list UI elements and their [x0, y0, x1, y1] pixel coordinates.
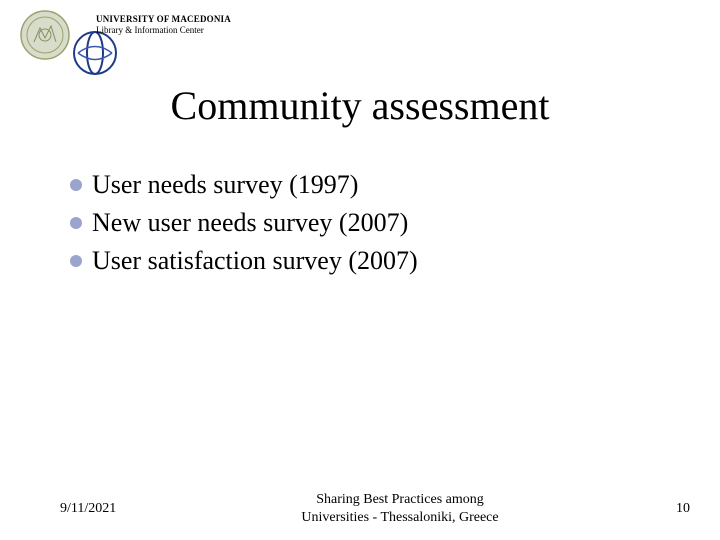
bullet-text: User needs survey (1997) [92, 170, 358, 200]
footer-center: Sharing Best Practices among Universitie… [180, 491, 620, 526]
slide-footer: 9/11/2021 Sharing Best Practices among U… [0, 491, 720, 526]
list-item: User needs survey (1997) [70, 170, 418, 200]
bullet-icon [70, 255, 82, 267]
university-seal-icon [18, 8, 72, 62]
org-name-line2: Library & Information Center [96, 25, 231, 36]
slide-header [18, 8, 72, 62]
header-org-text: UNIVERSITY OF MACEDONIA Library & Inform… [96, 14, 231, 37]
bullet-text: New user needs survey (2007) [92, 208, 408, 238]
footer-center-line1: Sharing Best Practices among [180, 491, 620, 509]
footer-center-line2: Universities - Thessaloniki, Greece [180, 509, 620, 527]
footer-date: 9/11/2021 [60, 501, 150, 517]
list-item: User satisfaction survey (2007) [70, 246, 418, 276]
bullet-icon [70, 179, 82, 191]
list-item: New user needs survey (2007) [70, 208, 418, 238]
footer-page-number: 10 [650, 501, 690, 517]
bullet-text: User satisfaction survey (2007) [92, 246, 418, 276]
org-name-line1: UNIVERSITY OF MACEDONIA [96, 14, 231, 25]
bullet-icon [70, 217, 82, 229]
bullet-list: User needs survey (1997) New user needs … [70, 170, 418, 284]
slide-title: Community assessment [0, 82, 720, 129]
library-logo-icon [72, 30, 118, 76]
